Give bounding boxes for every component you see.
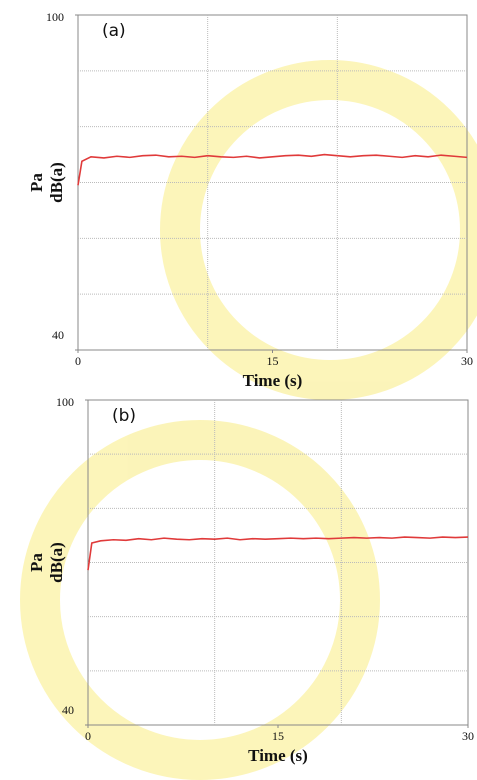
data-line	[77, 153, 468, 186]
data-line	[87, 536, 469, 571]
x-tick-label: 30	[462, 729, 474, 743]
y-tick-label: 40	[62, 703, 74, 717]
y-axis-label: Pa	[27, 173, 46, 192]
x-tick-label: 30	[461, 354, 473, 368]
panel-title: (a)	[102, 21, 126, 41]
x-axis-label: Time (s)	[248, 746, 308, 765]
watermark	[20, 60, 477, 780]
x-axis-label: Time (s)	[243, 371, 303, 390]
x-tick-label: 0	[85, 729, 91, 743]
y-axis-label: dB(a)	[47, 162, 66, 203]
y-tick-label: 100	[46, 10, 64, 24]
y-tick-label: 100	[56, 395, 74, 409]
y-axis-label: dB(a)	[47, 542, 66, 583]
panel-title: (b)	[112, 406, 136, 426]
y-axis-label: Pa	[27, 553, 46, 572]
x-tick-label: 0	[75, 354, 81, 368]
x-tick-label: 15	[272, 729, 284, 743]
y-tick-label: 40	[52, 328, 64, 342]
x-tick-label: 15	[267, 354, 279, 368]
